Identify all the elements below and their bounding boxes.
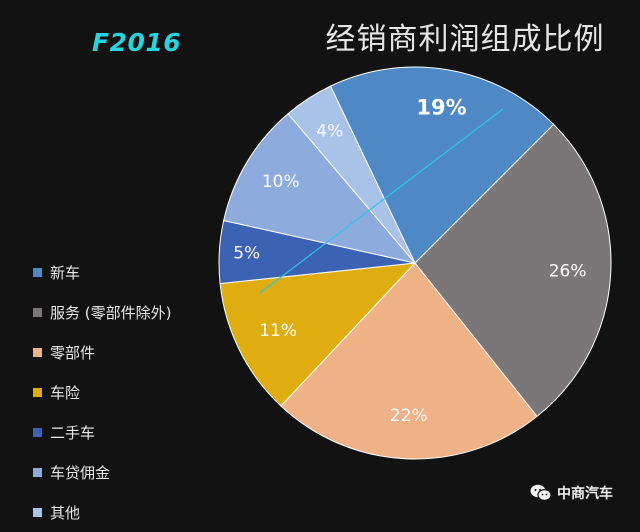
pie-data-labels: 26% 22% 11% 5% 10% 4% 19% [233, 95, 586, 425]
data-label: 26% [549, 262, 587, 282]
legend-label: 其他 [50, 503, 81, 522]
legend-swatch [33, 427, 42, 437]
legend-swatch [33, 507, 42, 517]
pie-slice [414, 123, 612, 418]
pie-slice [223, 112, 417, 264]
wechat-icon [530, 484, 552, 502]
chart-title: 经销商利润组成比例 [325, 22, 605, 57]
legend-label: 零部件 [50, 343, 96, 362]
pie-slice [219, 262, 417, 407]
legend-item-insurance: 车险 [33, 372, 171, 412]
data-label: 5% [233, 243, 260, 263]
pie-slice [329, 66, 555, 264]
data-label: 10% [262, 172, 300, 192]
legend-swatch [33, 307, 42, 317]
legend: 新车 服务 (零部件除外) 零部件 车险 二手车 车贷佣金 其他 [33, 252, 171, 532]
pie-slice [280, 262, 538, 460]
legend-item-new-car: 新车 [33, 252, 171, 292]
legend-swatch [33, 467, 42, 477]
watermark-name: 中商汽车 [557, 486, 613, 502]
legend-label: 新车 [50, 263, 81, 282]
fiscal-year-label: F2016 [92, 28, 182, 57]
annotation-line [259, 108, 504, 294]
data-label: 19% [416, 95, 466, 119]
legend-item-service: 服务 (零部件除外) [33, 292, 171, 332]
legend-swatch [33, 267, 42, 277]
legend-label: 服务 (零部件除外) [50, 303, 172, 322]
legend-swatch [33, 387, 42, 397]
legend-label: 车贷佣金 [50, 463, 111, 482]
legend-item-used-car: 二手车 [33, 412, 171, 452]
pie-slices [218, 66, 612, 460]
legend-item-parts: 零部件 [33, 332, 171, 372]
wechat-watermark: 中商汽车 [530, 483, 613, 503]
legend-label: 二手车 [50, 423, 96, 442]
legend-item-loan-commission: 车贷佣金 [33, 452, 171, 492]
data-label: 22% [390, 406, 428, 426]
legend-swatch [33, 347, 42, 357]
data-label: 4% [316, 121, 343, 141]
legend-label: 车险 [50, 383, 81, 402]
legend-item-other: 其他 [33, 492, 171, 532]
data-label: 11% [259, 321, 297, 341]
